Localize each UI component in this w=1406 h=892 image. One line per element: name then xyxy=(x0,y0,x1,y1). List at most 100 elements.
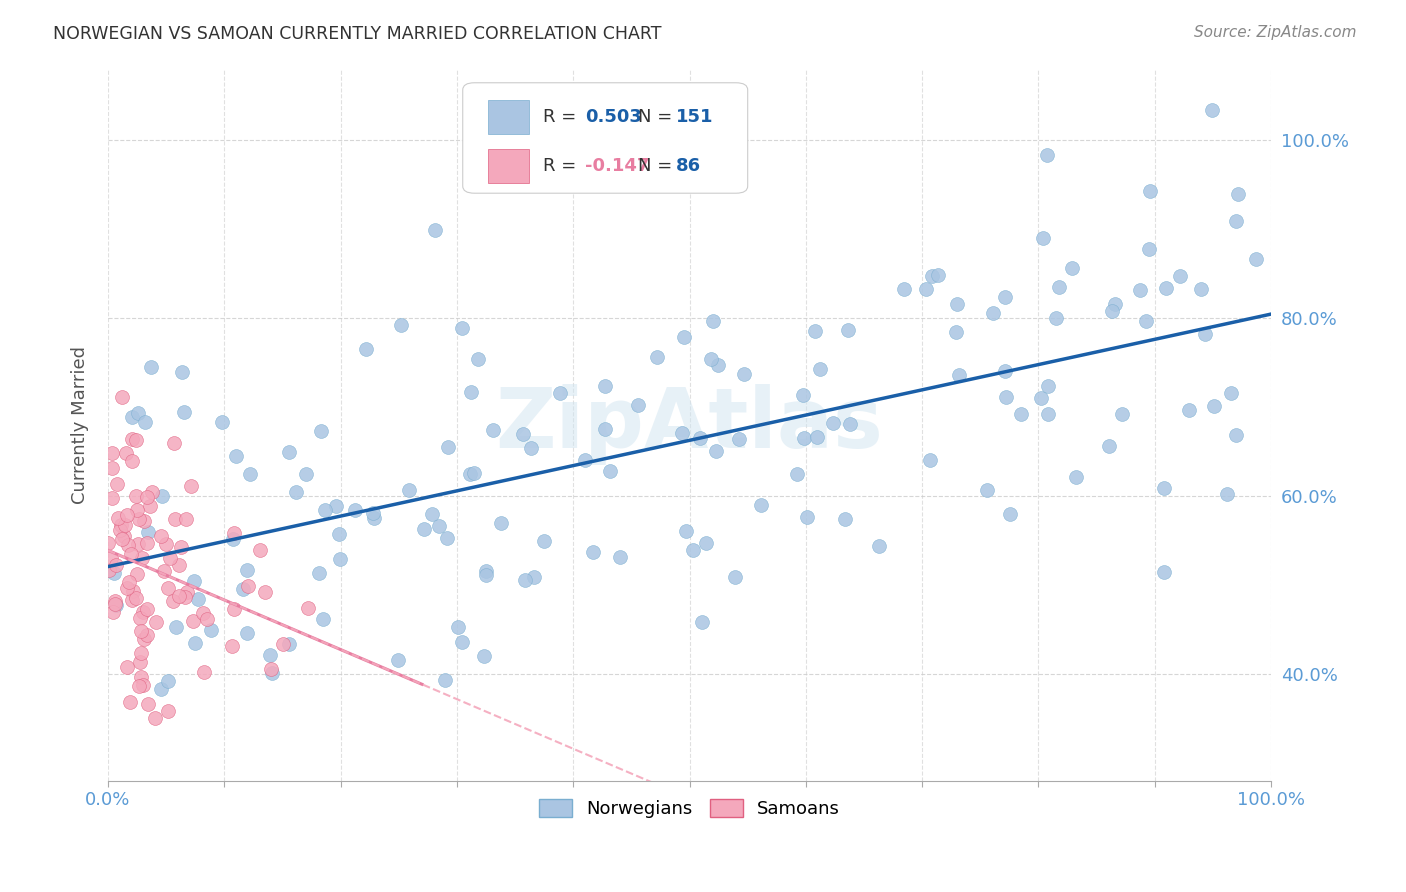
Point xyxy=(1045,310,1067,325)
Point xyxy=(153,564,176,578)
Point xyxy=(104,594,127,608)
Point xyxy=(131,550,153,565)
Point xyxy=(792,388,814,402)
Point xyxy=(167,558,190,573)
Point xyxy=(114,517,136,532)
Point xyxy=(808,362,831,376)
Point xyxy=(134,632,156,646)
Point xyxy=(512,426,534,441)
Point xyxy=(793,431,815,445)
FancyBboxPatch shape xyxy=(463,83,748,194)
Point xyxy=(136,524,159,539)
Point xyxy=(278,445,301,459)
Point xyxy=(1038,407,1060,421)
Point xyxy=(343,503,366,517)
Point xyxy=(135,536,157,550)
Point xyxy=(927,268,949,282)
Point xyxy=(523,570,546,584)
Point xyxy=(450,320,472,334)
Point xyxy=(104,558,127,572)
Point xyxy=(173,405,195,419)
Point xyxy=(138,499,160,513)
Point xyxy=(181,615,204,629)
Point xyxy=(221,639,243,653)
Y-axis label: Currently Married: Currently Married xyxy=(72,346,89,504)
Point xyxy=(1225,213,1247,227)
Point xyxy=(253,585,276,599)
Point xyxy=(125,591,148,605)
Text: R =: R = xyxy=(543,108,582,126)
Point xyxy=(513,573,536,587)
Point xyxy=(295,467,318,481)
Point xyxy=(482,423,505,437)
Point xyxy=(122,583,145,598)
Text: N =: N = xyxy=(638,157,678,175)
Point xyxy=(582,545,605,559)
Point xyxy=(796,509,818,524)
Point xyxy=(236,625,259,640)
Point xyxy=(803,324,825,338)
Point xyxy=(434,673,457,688)
Text: NORWEGIAN VS SAMOAN CURRENTLY MARRIED CORRELATION CHART: NORWEGIAN VS SAMOAN CURRENTLY MARRIED CO… xyxy=(53,25,662,43)
Point xyxy=(1153,481,1175,495)
Point xyxy=(163,436,186,450)
Point xyxy=(520,442,543,456)
Point xyxy=(463,466,485,480)
Point xyxy=(420,508,443,522)
Point xyxy=(165,512,187,526)
Text: ZipAtlas: ZipAtlas xyxy=(495,384,883,466)
Point xyxy=(173,591,195,605)
Point xyxy=(200,623,222,637)
Point xyxy=(1101,304,1123,318)
Point xyxy=(728,433,751,447)
Point xyxy=(273,637,295,651)
Point xyxy=(101,491,124,505)
Point xyxy=(134,514,156,528)
Point xyxy=(162,594,184,608)
Point xyxy=(1036,147,1059,161)
Text: R =: R = xyxy=(543,157,582,175)
Point xyxy=(135,602,157,616)
Point xyxy=(447,620,470,634)
Point xyxy=(127,537,149,551)
Point xyxy=(127,503,149,517)
Point xyxy=(998,507,1021,521)
Point xyxy=(236,563,259,577)
Point xyxy=(174,512,197,526)
Point xyxy=(593,422,616,436)
Point xyxy=(976,483,998,498)
Point xyxy=(593,378,616,392)
Point xyxy=(101,445,124,459)
Point xyxy=(121,454,143,468)
Point xyxy=(436,531,458,545)
Point xyxy=(180,479,202,493)
Point xyxy=(134,415,156,429)
Point xyxy=(121,433,143,447)
Point xyxy=(533,534,555,549)
Point xyxy=(1032,231,1054,245)
Point xyxy=(1137,242,1160,256)
Point xyxy=(125,434,148,448)
Point xyxy=(361,506,384,520)
Point xyxy=(104,597,127,611)
Point xyxy=(475,568,498,582)
Point xyxy=(627,398,650,412)
Point xyxy=(914,282,936,296)
Point xyxy=(671,426,693,441)
Point xyxy=(1202,399,1225,413)
Point xyxy=(645,350,668,364)
Point xyxy=(1194,326,1216,341)
Point xyxy=(193,665,215,679)
Point xyxy=(157,704,180,718)
Point xyxy=(389,318,412,332)
Point xyxy=(427,519,450,533)
Point xyxy=(1153,566,1175,580)
Point xyxy=(149,682,172,697)
Point xyxy=(672,330,695,344)
Point xyxy=(132,678,155,692)
Point xyxy=(1098,439,1121,453)
Point xyxy=(311,424,333,438)
Point xyxy=(97,536,120,550)
Point xyxy=(733,368,755,382)
Point xyxy=(994,290,1017,304)
